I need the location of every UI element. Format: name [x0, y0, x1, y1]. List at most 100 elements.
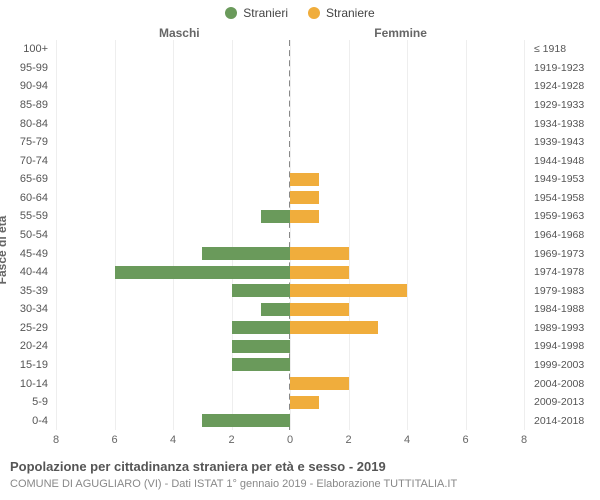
- y-tick-age: 75-79: [0, 136, 48, 148]
- bar-male: [232, 321, 291, 334]
- y-tick-birth: 1969-1973: [534, 248, 600, 260]
- y-tick-age: 55-59: [0, 210, 48, 222]
- bar-row: [56, 374, 524, 393]
- y-tick-birth: 2009-2013: [534, 396, 600, 408]
- bar-male: [202, 414, 290, 427]
- bar-row: [56, 170, 524, 189]
- bar-male: [232, 358, 291, 371]
- y-tick-age: 20-24: [0, 340, 48, 352]
- bar-row: [56, 300, 524, 319]
- legend-label-female: Straniere: [326, 6, 375, 20]
- y-tick-birth: 1989-1993: [534, 322, 600, 334]
- bar-female: [290, 210, 319, 223]
- legend-female: Straniere: [308, 6, 375, 20]
- bar-row: [56, 77, 524, 96]
- legend-label-male: Stranieri: [243, 6, 288, 20]
- x-tick: 8: [53, 434, 59, 446]
- bar-female: [290, 303, 349, 316]
- plot-area: [56, 40, 524, 430]
- y-tick-birth: 1929-1933: [534, 99, 600, 111]
- bar-female: [290, 266, 349, 279]
- footer-subtitle: COMUNE DI AGUGLIARO (VI) - Dati ISTAT 1°…: [10, 478, 590, 490]
- bar-row: [56, 207, 524, 226]
- y-tick-birth: 2014-2018: [534, 415, 600, 427]
- bar-row: [56, 244, 524, 263]
- column-header-female: Femmine: [374, 26, 427, 40]
- bar-male: [232, 284, 291, 297]
- bar-female: [290, 173, 319, 186]
- bar-female: [290, 191, 319, 204]
- bar-male: [202, 247, 290, 260]
- bar-row: [56, 189, 524, 208]
- y-tick-birth: 1959-1963: [534, 210, 600, 222]
- legend-male: Stranieri: [225, 6, 288, 20]
- y-tick-birth: 1934-1938: [534, 118, 600, 130]
- y-tick-birth: 1984-1988: [534, 303, 600, 315]
- y-tick-age: 25-29: [0, 322, 48, 334]
- bar-male: [261, 210, 290, 223]
- x-axis: 864202468: [56, 432, 524, 450]
- y-tick-birth: 1974-1978: [534, 266, 600, 278]
- y-tick-birth: 1949-1953: [534, 173, 600, 185]
- y-tick-age: 10-14: [0, 378, 48, 390]
- y-tick-birth: 1939-1943: [534, 136, 600, 148]
- y-axis-labels-birth: ≤ 1918 1919-1923 1924-1928 1929-1933 1934-19…: [528, 0, 600, 500]
- bar-row: [56, 356, 524, 375]
- y-tick-birth: 1919-1923: [534, 62, 600, 74]
- y-tick-age: 5-9: [0, 396, 48, 408]
- legend-swatch-female: [308, 7, 320, 19]
- y-tick-age: 40-44: [0, 266, 48, 278]
- x-tick: 0: [287, 434, 293, 446]
- y-tick-birth: ≤ 1918: [534, 43, 600, 55]
- bar-row: [56, 114, 524, 133]
- y-tick-birth: 1954-1958: [534, 192, 600, 204]
- x-tick: 2: [345, 434, 351, 446]
- y-tick-age: 30-34: [0, 303, 48, 315]
- x-tick: 4: [170, 434, 176, 446]
- bar-male: [232, 340, 291, 353]
- bar-female: [290, 396, 319, 409]
- bar-row: [56, 59, 524, 78]
- y-tick-birth: 1924-1928: [534, 80, 600, 92]
- bar-row: [56, 226, 524, 245]
- x-tick: 6: [111, 434, 117, 446]
- footer-title: Popolazione per cittadinanza straniera p…: [10, 459, 590, 474]
- bar-female: [290, 247, 349, 260]
- bar-row: [56, 263, 524, 282]
- x-tick: 6: [462, 434, 468, 446]
- bar-male: [261, 303, 290, 316]
- bar-female: [290, 321, 378, 334]
- bar-female: [290, 377, 349, 390]
- y-tick-birth: 2004-2008: [534, 378, 600, 390]
- bar-row: [56, 133, 524, 152]
- y-tick-age: 85-89: [0, 99, 48, 111]
- y-tick-birth: 1999-2003: [534, 359, 600, 371]
- y-tick-birth: 1964-1968: [534, 229, 600, 241]
- chart-container: Stranieri Straniere Maschi Femmine Fasce…: [0, 0, 600, 500]
- y-tick-birth: 1979-1983: [534, 285, 600, 297]
- y-axis-labels-age: 100+95-9990-9485-8980-8475-7970-7465-696…: [0, 0, 52, 500]
- column-header-male: Maschi: [159, 26, 200, 40]
- bar-row: [56, 151, 524, 170]
- bar-male: [115, 266, 291, 279]
- legend: Stranieri Straniere: [8, 6, 592, 20]
- bar-row: [56, 40, 524, 59]
- bar-row: [56, 281, 524, 300]
- x-tick: 2: [228, 434, 234, 446]
- bar-row: [56, 337, 524, 356]
- y-tick-age: 90-94: [0, 80, 48, 92]
- bar-row: [56, 319, 524, 338]
- y-tick-age: 45-49: [0, 248, 48, 260]
- bar-row: [56, 411, 524, 430]
- y-tick-birth: 1994-1998: [534, 340, 600, 352]
- y-tick-age: 60-64: [0, 192, 48, 204]
- y-tick-age: 70-74: [0, 155, 48, 167]
- y-tick-age: 15-19: [0, 359, 48, 371]
- x-tick: 4: [404, 434, 410, 446]
- y-tick-age: 0-4: [0, 415, 48, 427]
- y-tick-age: 95-99: [0, 62, 48, 74]
- bar-row: [56, 393, 524, 412]
- y-tick-age: 100+: [0, 43, 48, 55]
- bar-row: [56, 96, 524, 115]
- y-tick-age: 65-69: [0, 173, 48, 185]
